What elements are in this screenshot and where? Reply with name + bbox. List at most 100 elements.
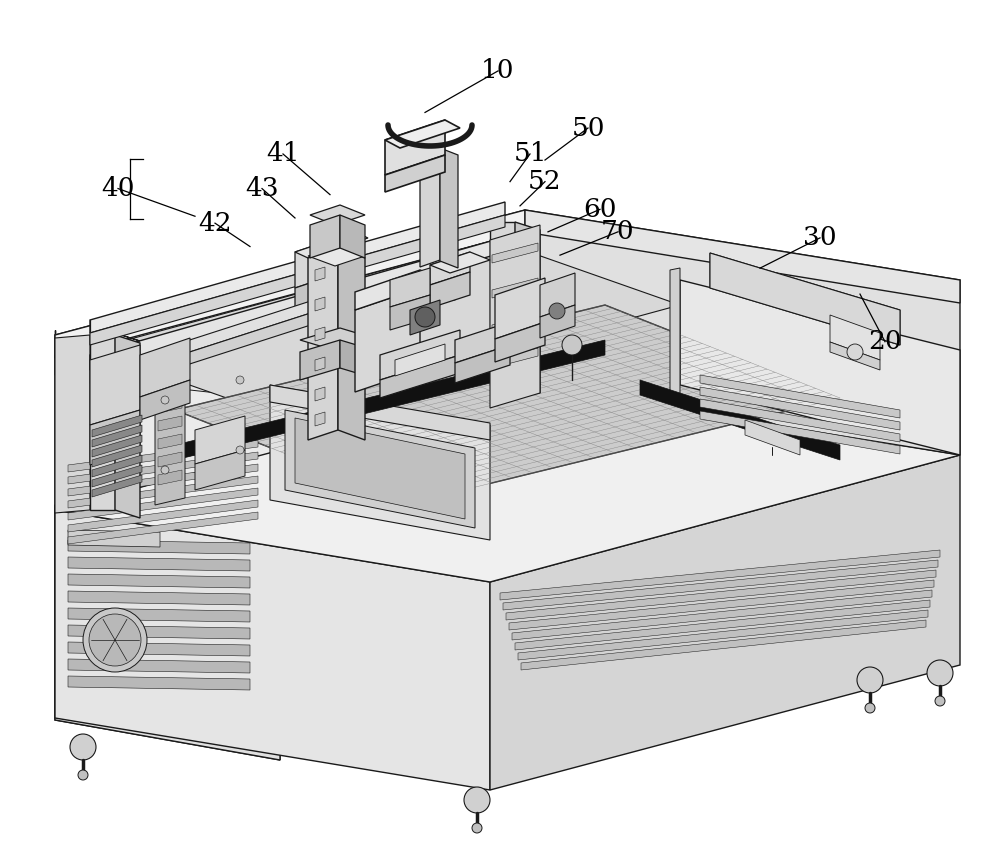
Polygon shape [355,270,420,310]
Polygon shape [55,383,960,582]
Polygon shape [315,327,325,341]
Polygon shape [55,335,90,513]
Polygon shape [158,380,182,395]
Polygon shape [503,560,938,610]
Polygon shape [68,574,250,588]
Polygon shape [700,375,900,418]
Polygon shape [490,222,515,385]
Polygon shape [92,435,142,457]
Text: 70: 70 [601,220,635,244]
Text: 20: 20 [868,330,902,354]
Polygon shape [68,540,250,554]
Polygon shape [175,305,840,503]
Polygon shape [68,557,250,571]
Polygon shape [455,322,510,363]
Polygon shape [140,380,190,420]
Polygon shape [670,268,680,397]
Polygon shape [430,252,490,273]
Circle shape [236,376,244,384]
Polygon shape [295,268,355,310]
Circle shape [161,466,169,474]
Polygon shape [710,253,900,345]
Polygon shape [55,355,280,400]
Polygon shape [492,278,538,298]
Text: 52: 52 [528,170,562,194]
Polygon shape [700,387,900,430]
Polygon shape [420,148,440,267]
Polygon shape [90,202,505,333]
Polygon shape [518,610,928,660]
Polygon shape [380,330,460,380]
Polygon shape [830,315,880,360]
Polygon shape [340,215,365,258]
Polygon shape [68,476,258,508]
Circle shape [70,734,96,760]
Polygon shape [90,215,505,345]
Text: 30: 30 [803,226,837,250]
Circle shape [549,303,565,319]
Circle shape [415,307,435,327]
Polygon shape [68,452,258,484]
Circle shape [464,787,490,813]
Polygon shape [700,399,900,442]
Polygon shape [495,278,545,339]
Polygon shape [270,385,490,540]
Polygon shape [338,248,365,440]
Circle shape [161,396,169,404]
Circle shape [562,335,582,355]
Polygon shape [295,232,355,288]
Polygon shape [92,475,142,497]
Polygon shape [512,590,932,640]
Polygon shape [285,410,475,528]
Polygon shape [492,313,538,333]
Polygon shape [385,155,445,192]
Polygon shape [158,470,182,485]
Polygon shape [490,225,540,408]
Text: 41: 41 [266,142,300,166]
Text: 42: 42 [198,211,232,235]
Polygon shape [90,240,680,415]
Polygon shape [68,642,250,656]
Polygon shape [68,530,160,547]
Text: 51: 51 [513,142,547,166]
Polygon shape [492,243,538,263]
Circle shape [927,660,953,686]
Polygon shape [440,148,458,268]
Polygon shape [390,295,430,330]
Polygon shape [680,280,960,455]
Polygon shape [68,608,250,622]
Polygon shape [90,333,140,341]
Polygon shape [68,500,258,532]
Polygon shape [509,580,934,630]
Polygon shape [140,310,320,380]
Polygon shape [430,272,470,308]
Polygon shape [390,268,430,307]
Polygon shape [308,248,338,440]
Text: 43: 43 [245,176,279,201]
Polygon shape [515,222,540,393]
Polygon shape [175,340,605,460]
Polygon shape [158,452,182,467]
Polygon shape [115,335,140,518]
Polygon shape [92,415,142,437]
Polygon shape [158,416,182,431]
Polygon shape [55,505,280,760]
Polygon shape [500,550,940,600]
Polygon shape [55,210,525,510]
Polygon shape [310,215,340,258]
Polygon shape [540,305,575,338]
Polygon shape [158,434,182,449]
Polygon shape [490,455,960,790]
Polygon shape [300,340,340,380]
Polygon shape [710,253,900,345]
Circle shape [89,614,141,666]
Polygon shape [155,368,185,505]
Polygon shape [158,398,182,413]
Polygon shape [385,120,445,175]
Polygon shape [68,625,250,639]
Polygon shape [68,464,258,496]
Polygon shape [300,328,380,352]
Polygon shape [830,342,880,370]
Polygon shape [492,348,538,368]
Polygon shape [295,418,465,519]
